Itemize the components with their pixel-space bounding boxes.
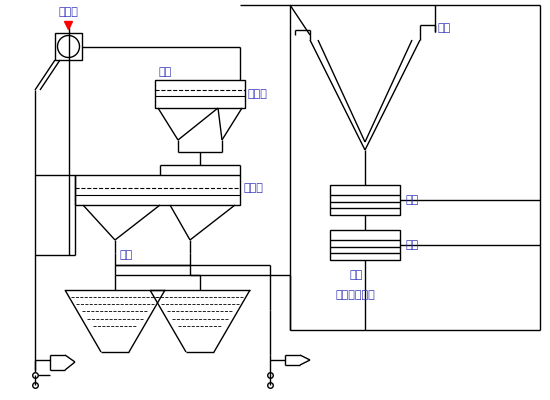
Text: 去煞泥水系统: 去煞泥水系统 — [335, 290, 375, 300]
Text: 尾矿: 尾矿 — [350, 270, 363, 280]
Text: 精矿: 精矿 — [405, 195, 418, 205]
Text: 精矿: 精矿 — [405, 240, 418, 250]
Text: 噴水: 噴水 — [158, 67, 172, 77]
Bar — [330, 230, 400, 260]
Text: 分流: 分流 — [120, 250, 133, 260]
Bar — [75, 175, 240, 205]
Text: 溢流: 溢流 — [438, 23, 451, 33]
Bar — [55, 33, 82, 60]
Text: 重产物: 重产物 — [248, 89, 268, 99]
Text: 原料煎: 原料煎 — [58, 7, 78, 17]
Bar — [330, 185, 400, 215]
Text: 轻产物: 轻产物 — [243, 183, 263, 193]
Bar — [155, 80, 245, 108]
